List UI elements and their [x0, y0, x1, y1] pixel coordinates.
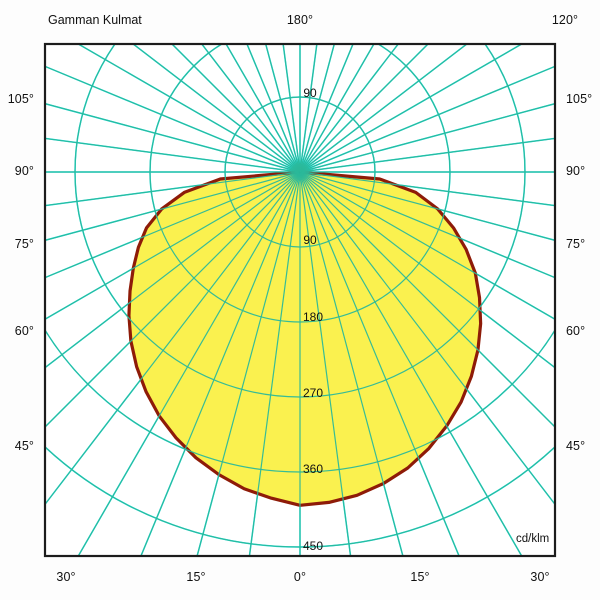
grid-spoke-inner: [299, 171, 523, 556]
right-axis-label: 45°: [566, 439, 586, 453]
grid-spoke-inner: [45, 65, 301, 173]
radial-tick-label: 360: [302, 462, 324, 476]
grid-spoke-inner: [299, 44, 399, 173]
grid-spoke-inner: [196, 171, 301, 556]
grid-spoke-inner: [201, 44, 301, 173]
grid-spoke-inner: [45, 171, 301, 207]
grid-spoke-inner: [299, 171, 404, 556]
radial-tick-label: 90: [303, 86, 317, 100]
left-axis-label: 60°: [14, 324, 34, 338]
grid-spoke-inner: [45, 171, 301, 369]
grid-spoke-inner: [45, 137, 301, 173]
grid-spoke-inner: [45, 103, 301, 173]
left-axis-label: 90°: [14, 164, 34, 178]
grid-spoke-inner: [299, 171, 555, 506]
grid-spoke-inner: [45, 171, 301, 320]
bottom-axis-label: 30°: [56, 570, 76, 584]
top-axis-label: 120°: [551, 13, 579, 27]
grid-spoke-inner: [77, 44, 301, 173]
page-title: Gamman Kulmat: [48, 13, 142, 27]
radial-tick-label: 450: [302, 539, 324, 553]
grid-spoke-inner: [299, 44, 468, 173]
left-axis-label: 75°: [14, 237, 34, 251]
right-axis-label: 60°: [566, 324, 586, 338]
units-label: cd/klm: [516, 533, 550, 545]
bottom-axis-label: 15°: [410, 570, 430, 584]
left-axis-label: 105°: [7, 92, 34, 106]
grid-spoke-inner: [77, 171, 301, 556]
grid-spoke-inner: [299, 137, 555, 173]
grid-spoke-inner: [140, 171, 301, 556]
top-axis-label: 180°: [286, 13, 314, 27]
grid-spoke-inner: [299, 171, 555, 241]
plot-frame: [43, 42, 557, 558]
bottom-axis-label: 15°: [186, 570, 206, 584]
grid-spoke-inner: [299, 171, 352, 556]
grid-spoke-inner: [299, 171, 555, 428]
grid-spoke-inner: [299, 44, 429, 173]
grid-spoke-inner: [299, 171, 555, 279]
grid-spoke-inner: [299, 44, 523, 173]
grid-spoke-inner: [171, 44, 301, 173]
grid-spoke-inner: [45, 171, 301, 241]
grid-spoke-inner: [45, 171, 301, 428]
radial-tick-label: 180: [302, 310, 324, 324]
bottom-axis-label: 0°: [293, 570, 307, 584]
right-axis-label: 90°: [566, 164, 586, 178]
right-axis-label: 105°: [566, 92, 593, 106]
grid-spoke-inner: [45, 171, 301, 506]
grid-spoke-inner: [248, 171, 301, 556]
left-axis-label: 45°: [14, 439, 34, 453]
radial-tick-label: 270: [302, 386, 324, 400]
grid-spoke-inner: [299, 171, 555, 207]
grid-spoke-inner: [299, 103, 555, 173]
grid-spoke-inner: [132, 44, 301, 173]
grid-spoke-inner: [299, 65, 555, 173]
grid-spoke-inner: [45, 171, 301, 279]
radial-tick-label: 90: [303, 233, 317, 247]
bottom-axis-label: 30°: [530, 570, 550, 584]
right-axis-label: 75°: [566, 237, 586, 251]
grid-spoke-inner: [299, 171, 460, 556]
grid-spoke-inner: [299, 171, 555, 369]
grid-spoke-inner: [299, 171, 555, 320]
